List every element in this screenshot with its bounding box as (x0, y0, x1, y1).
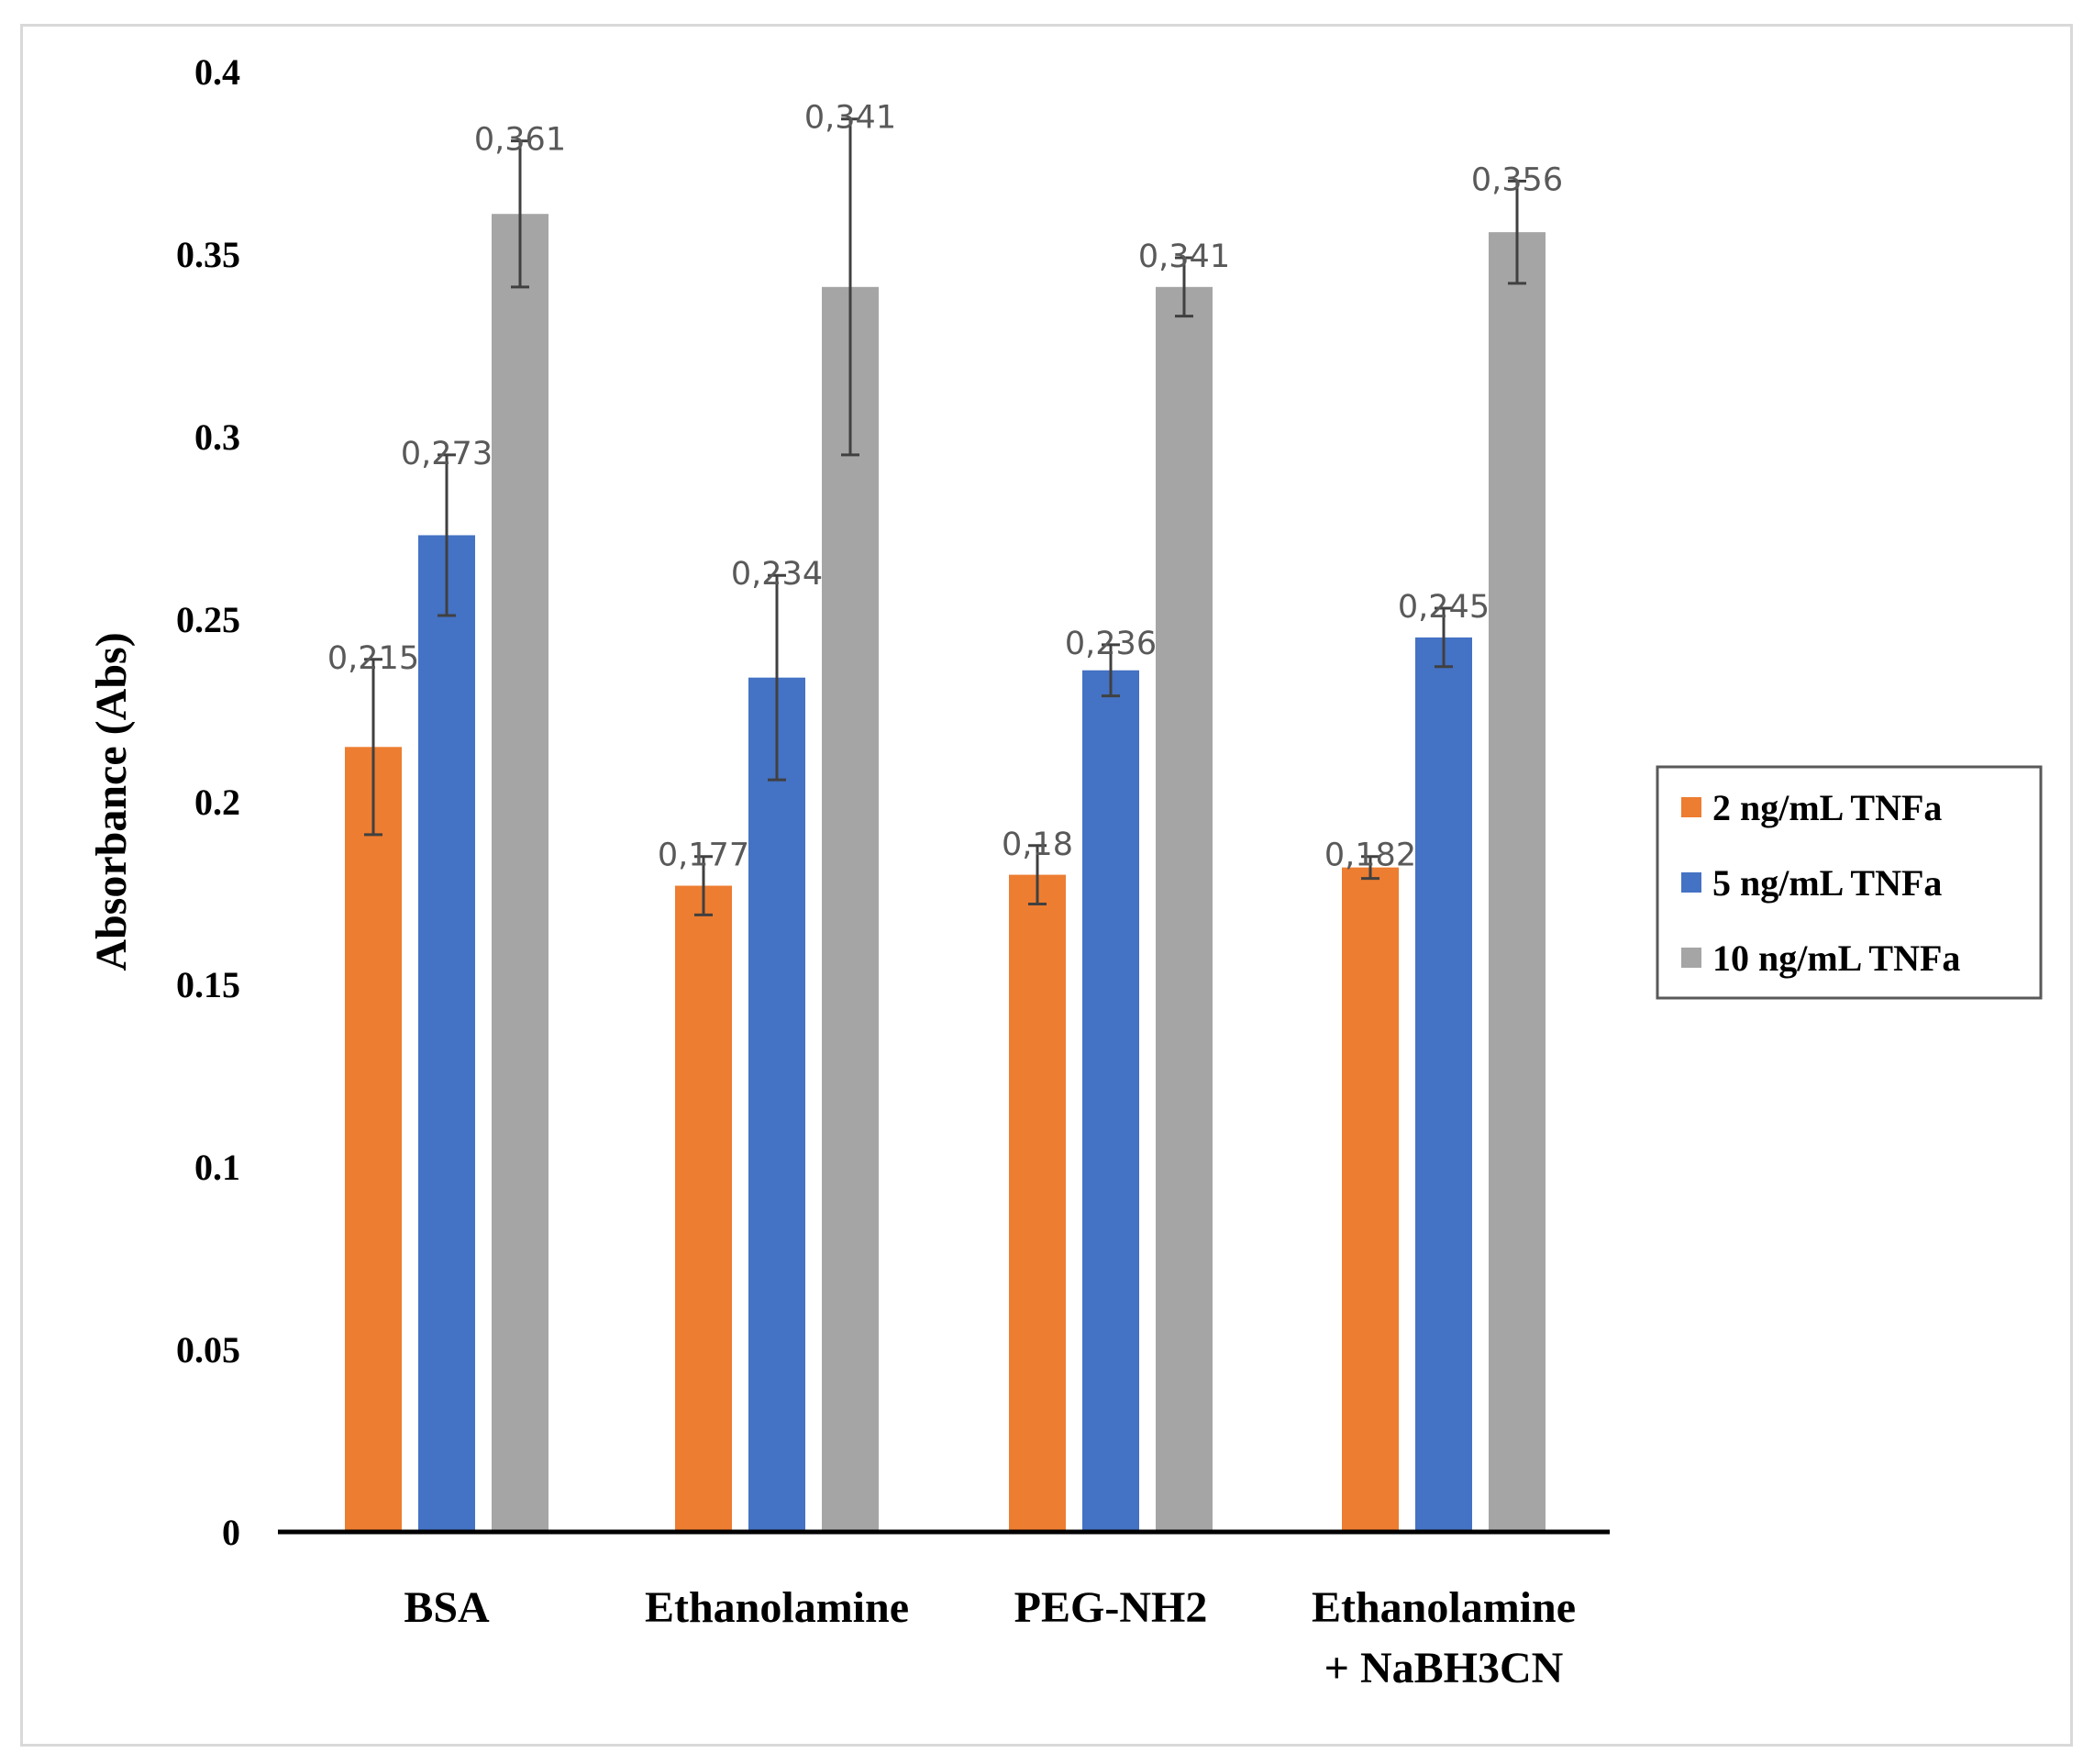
data-label: 0,273 (401, 436, 493, 472)
y-tick-label: 0.15 (176, 964, 240, 1005)
legend-label: 2 ng/mL TNFa (1712, 787, 1942, 828)
y-tick-label: 0.05 (176, 1329, 240, 1370)
x-category-label: Ethanolamine (1312, 1583, 1576, 1632)
data-label: 0,245 (1398, 589, 1490, 626)
legend-label: 5 ng/mL TNFa (1712, 862, 1942, 904)
bar-3-3 (1156, 286, 1213, 1532)
x-category-label: Ethanolamine (645, 1583, 909, 1632)
data-label: 0,361 (474, 122, 566, 159)
legend-swatch (1681, 797, 1701, 817)
bar-1-2 (675, 885, 732, 1532)
bar-3-4 (1489, 232, 1546, 1532)
y-tick-label: 0.25 (176, 599, 240, 640)
data-label: 0,341 (1138, 239, 1230, 275)
legend-swatch (1681, 872, 1701, 893)
data-label: 0,236 (1065, 626, 1157, 662)
bar-2-1 (418, 535, 475, 1533)
data-label: 0,177 (658, 838, 749, 874)
bar-3-1 (492, 214, 548, 1533)
y-tick-label: 0 (222, 1512, 240, 1553)
bar-1-3 (1009, 874, 1066, 1532)
y-tick-label: 0.4 (194, 51, 240, 93)
data-label: 0,215 (327, 640, 419, 677)
bar-3-2 (822, 286, 879, 1532)
y-tick-label: 0.2 (194, 782, 240, 823)
data-label: 0,182 (1324, 838, 1416, 874)
bar-2-4 (1415, 637, 1472, 1532)
y-axis-title: Absorbance (Abs) (87, 632, 136, 971)
y-tick-label: 0.35 (176, 234, 240, 275)
data-label: 0,18 (1002, 827, 1073, 863)
legend-box (1656, 765, 2043, 1000)
bar-1-1 (345, 747, 402, 1532)
y-tick-label: 0.3 (194, 416, 240, 458)
legend-swatch (1681, 948, 1701, 968)
bar-2-2 (748, 677, 805, 1532)
data-label: 0,341 (804, 100, 896, 137)
x-category-label: PEG-NH2 (1014, 1583, 1208, 1632)
y-tick-label: 0.1 (194, 1147, 240, 1188)
legend-label: 10 ng/mL TNFa (1712, 937, 1960, 979)
bar-1-4 (1342, 867, 1399, 1532)
bar-2-3 (1082, 670, 1139, 1532)
x-category-label: BSA (404, 1583, 490, 1632)
data-label: 0,234 (731, 556, 823, 593)
x-category-label: + NaBH3CN (1324, 1644, 1564, 1692)
data-label: 0,356 (1471, 161, 1563, 198)
